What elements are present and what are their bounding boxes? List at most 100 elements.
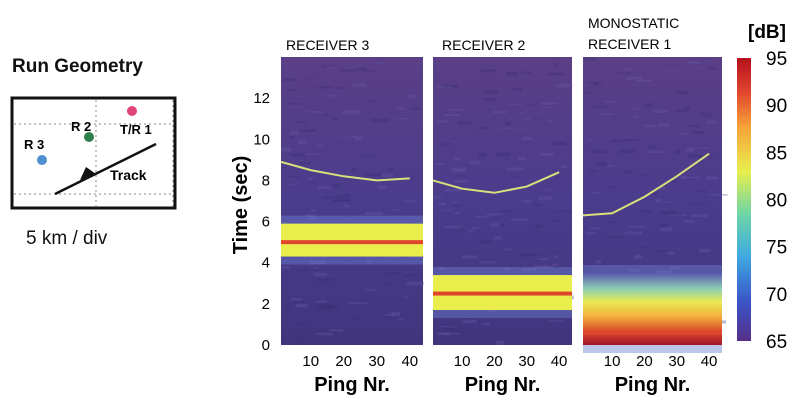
texture-speck xyxy=(544,266,555,268)
x-tick-label: 20 xyxy=(486,353,503,370)
texture-speck xyxy=(603,221,620,223)
texture-speck xyxy=(706,156,716,158)
texture-speck xyxy=(363,172,381,177)
run-geometry-title: Run Geometry xyxy=(12,56,143,77)
heatmap-panel-3: 10 20 30 40 Ping Nr. xyxy=(582,57,728,396)
texture-speck xyxy=(632,107,642,110)
texture-speck xyxy=(658,123,670,127)
x-tick-label: 40 xyxy=(551,353,568,370)
texture-speck xyxy=(289,135,295,139)
texture-speck xyxy=(584,57,597,61)
texture-speck xyxy=(320,66,327,68)
texture-speck xyxy=(314,300,327,303)
texture-speck xyxy=(662,201,674,203)
texture-speck xyxy=(445,225,462,228)
texture-speck xyxy=(494,217,500,221)
texture-speck xyxy=(285,89,296,91)
texture-speck xyxy=(667,251,675,255)
texture-speck xyxy=(356,67,366,69)
texture-speck xyxy=(604,100,616,103)
y-tick-label: 0 xyxy=(262,337,270,354)
texture-speck xyxy=(586,267,595,272)
panel-title-receiver-1: MONOSTATIC RECEIVER 1 xyxy=(588,15,683,52)
texture-speck xyxy=(699,112,712,114)
texture-speck xyxy=(595,162,607,166)
texture-speck xyxy=(538,196,552,200)
texture-speck xyxy=(644,103,652,108)
scale-label: 5 km / div xyxy=(26,228,108,249)
texture-speck xyxy=(521,71,531,75)
texture-speck xyxy=(546,120,554,122)
texture-speck xyxy=(625,231,643,235)
texture-speck xyxy=(342,110,361,115)
texture-speck xyxy=(325,95,339,97)
texture-speck xyxy=(479,240,493,244)
texture-speck xyxy=(349,302,368,305)
texture-speck xyxy=(284,305,292,310)
texture-speck xyxy=(454,169,466,173)
texture-speck xyxy=(506,123,514,126)
texture-speck xyxy=(638,210,654,213)
station-tr1-label: T/R 1 xyxy=(120,122,152,137)
texture-speck xyxy=(540,152,554,156)
texture-speck xyxy=(521,200,532,203)
x-tick-label: 20 xyxy=(636,353,653,370)
texture-speck xyxy=(374,61,384,64)
texture-speck xyxy=(653,109,668,113)
texture-speck xyxy=(499,210,512,213)
texture-speck xyxy=(541,102,559,105)
texture-speck xyxy=(622,68,634,71)
texture-speck xyxy=(406,218,412,220)
texture-speck xyxy=(433,196,442,199)
y-tick-label: 10 xyxy=(253,131,270,148)
texture-speck xyxy=(308,217,318,220)
colorbar-tick-label: 75 xyxy=(766,238,787,259)
texture-speck xyxy=(283,78,296,82)
texture-speck xyxy=(290,298,303,301)
texture-speck xyxy=(508,103,523,105)
texture-speck xyxy=(590,149,607,154)
texture-speck xyxy=(683,220,696,223)
texture-speck xyxy=(403,274,416,277)
texture-speck xyxy=(556,83,573,88)
texture-speck xyxy=(706,120,717,124)
texture-speck xyxy=(454,179,467,183)
texture-speck xyxy=(343,216,353,218)
texture-speck xyxy=(627,225,646,228)
texture-speck xyxy=(313,269,322,272)
texture-speck xyxy=(385,313,395,317)
station-r3-label: R 3 xyxy=(24,137,44,152)
texture-speck xyxy=(527,103,533,106)
texture-speck xyxy=(358,155,374,157)
texture-speck xyxy=(334,199,351,202)
texture-speck xyxy=(710,193,728,196)
texture-speck xyxy=(453,157,461,161)
texture-speck xyxy=(598,262,604,265)
texture-speck xyxy=(313,272,328,277)
texture-speck xyxy=(499,223,504,228)
direct-arrival-line xyxy=(281,240,423,245)
texture-speck xyxy=(296,337,302,342)
texture-speck xyxy=(516,128,525,130)
x-axis-label: Ping Nr. xyxy=(615,374,691,396)
texture-speck xyxy=(489,223,500,227)
texture-speck xyxy=(588,81,603,84)
texture-speck xyxy=(693,130,704,134)
texture-speck xyxy=(377,185,388,189)
texture-speck xyxy=(682,176,701,179)
texture-speck xyxy=(697,190,707,193)
texture-speck xyxy=(496,340,505,345)
texture-speck xyxy=(408,94,417,99)
texture-speck xyxy=(687,154,703,159)
colorbar-tick-label: 95 xyxy=(766,49,787,70)
texture-speck xyxy=(586,92,593,95)
texture-speck xyxy=(590,169,595,171)
texture-speck xyxy=(553,141,567,145)
texture-speck xyxy=(561,165,568,169)
texture-speck xyxy=(506,167,524,171)
texture-speck xyxy=(479,261,498,264)
texture-speck xyxy=(462,319,477,324)
texture-speck xyxy=(547,320,565,322)
texture-speck xyxy=(606,186,619,188)
texture-speck xyxy=(656,198,661,203)
